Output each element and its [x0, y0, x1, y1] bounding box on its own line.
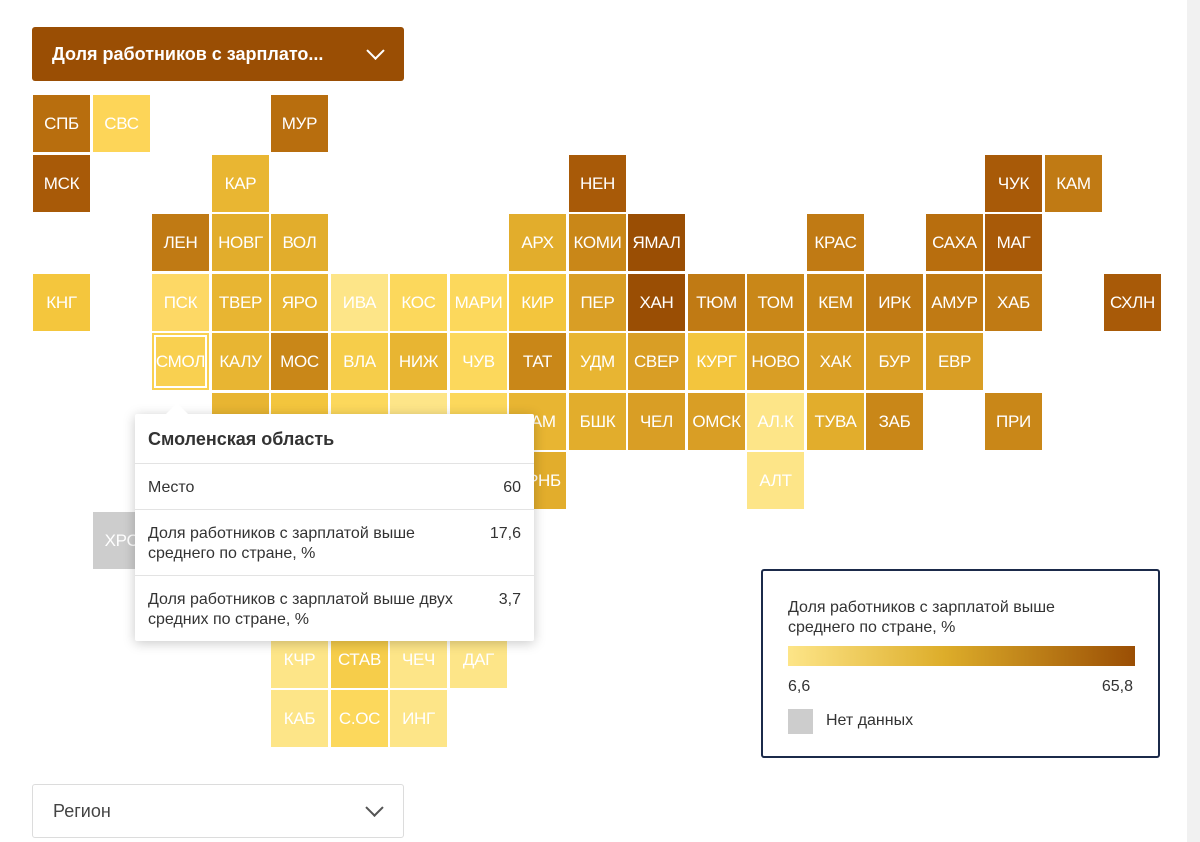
indicator-dropdown[interactable]: Доля работников с зарплато...: [32, 27, 404, 81]
chevron-down-icon: [365, 798, 384, 817]
region-tile[interactable]: ТЮМ: [688, 274, 745, 331]
region-tile[interactable]: КУРГ: [688, 333, 745, 390]
region-tile[interactable]: АЛТ: [747, 452, 804, 509]
legend-min: 6,6: [788, 678, 811, 695]
region-tile[interactable]: СМОЛ: [152, 333, 209, 390]
region-tile[interactable]: ХАБ: [985, 274, 1042, 331]
region-tile[interactable]: БУР: [866, 333, 923, 390]
region-tile[interactable]: АЛ.К: [747, 393, 804, 450]
region-tile[interactable]: КОС: [390, 274, 447, 331]
legend: Доля работников с зарплатой выше среднег…: [761, 569, 1160, 758]
region-tile[interactable]: КОМИ: [569, 214, 626, 271]
region-tile[interactable]: ОМСК: [688, 393, 745, 450]
region-tile[interactable]: ВЛА: [331, 333, 388, 390]
region-tile[interactable]: НЕН: [569, 155, 626, 212]
region-tile[interactable]: МУР: [271, 95, 328, 152]
region-tile[interactable]: ПСК: [152, 274, 209, 331]
tooltip-row-label: Доля работников с зарплатой выше среднег…: [148, 525, 415, 562]
tooltip-title: Смоленская область: [148, 429, 335, 449]
region-tooltip: Смоленская область Место 60 Доля работни…: [135, 403, 534, 642]
tooltip-row-above-two-avg: Доля работников с зарплатой выше двух ср…: [135, 575, 534, 642]
region-tile[interactable]: ЧУК: [985, 155, 1042, 212]
region-dropdown-label: Регион: [53, 801, 111, 821]
legend-title: Доля работников с зарплатой выше среднег…: [788, 599, 1055, 636]
region-tile[interactable]: ИРК: [866, 274, 923, 331]
region-tile[interactable]: ИНГ: [390, 690, 447, 747]
region-tile[interactable]: СХЛН: [1104, 274, 1161, 331]
tooltip-row-rank: Место 60: [135, 463, 534, 510]
region-tile[interactable]: МАГ: [985, 214, 1042, 271]
region-tile[interactable]: ТОМ: [747, 274, 804, 331]
region-tile[interactable]: СВС: [93, 95, 150, 152]
region-tile[interactable]: КАР: [212, 155, 269, 212]
region-tile[interactable]: ХАН: [628, 274, 685, 331]
region-tile[interactable]: КАБ: [271, 690, 328, 747]
region-tile[interactable]: СПБ: [33, 95, 90, 152]
tooltip-row-value: 3,7: [498, 591, 521, 608]
region-tile[interactable]: МАРИ: [450, 274, 507, 331]
region-tile[interactable]: ТУВА: [807, 393, 864, 450]
region-tile[interactable]: КИР: [509, 274, 566, 331]
region-tile[interactable]: БШК: [569, 393, 626, 450]
region-tile[interactable]: КРАС: [807, 214, 864, 271]
region-tile[interactable]: НОВГ: [212, 214, 269, 271]
region-tile[interactable]: САХА: [926, 214, 983, 271]
region-tile[interactable]: ИВА: [331, 274, 388, 331]
region-tile[interactable]: СВЕР: [628, 333, 685, 390]
legend-gradient: [788, 646, 1135, 666]
region-tile[interactable]: ХАК: [807, 333, 864, 390]
indicator-dropdown-label: Доля работников с зарплато...: [52, 44, 324, 64]
no-data-swatch: [788, 709, 813, 734]
region-tile[interactable]: ЯРО: [271, 274, 328, 331]
region-tile[interactable]: МСК: [33, 155, 90, 212]
region-tile[interactable]: ТАТ: [509, 333, 566, 390]
tooltip-row-value: 60: [503, 479, 521, 496]
region-tile[interactable]: ЗАБ: [866, 393, 923, 450]
region-tile[interactable]: ПЕР: [569, 274, 626, 331]
region-tile[interactable]: КАЛУ: [212, 333, 269, 390]
region-tile[interactable]: ВОЛ: [271, 214, 328, 271]
legend-max: 65,8: [1101, 678, 1133, 695]
region-tile[interactable]: ЕВР: [926, 333, 983, 390]
region-tile[interactable]: КЕМ: [807, 274, 864, 331]
region-tile[interactable]: ТВЕР: [212, 274, 269, 331]
region-tile[interactable]: ПРИ: [985, 393, 1042, 450]
tooltip-row-value: 17,6: [489, 525, 521, 542]
no-data-label: Нет данных: [826, 712, 914, 729]
region-dropdown[interactable]: Регион: [32, 784, 404, 838]
tooltip-row-above-avg: Доля работников с зарплатой выше среднег…: [135, 509, 534, 576]
region-tile[interactable]: МОС: [271, 333, 328, 390]
region-tile[interactable]: НИЖ: [390, 333, 447, 390]
region-tile[interactable]: УДМ: [569, 333, 626, 390]
tooltip-arrow: [165, 403, 189, 415]
scrollbar[interactable]: [1187, 0, 1200, 842]
region-tile[interactable]: С.ОС: [331, 690, 388, 747]
region-tile[interactable]: ЯМАЛ: [628, 214, 685, 271]
region-tile[interactable]: ЧЕЛ: [628, 393, 685, 450]
tooltip-row-label: Место: [148, 479, 195, 496]
tooltip-row-label: Доля работников с зарплатой выше двух ср…: [148, 591, 453, 628]
region-tile[interactable]: КНГ: [33, 274, 90, 331]
region-tile[interactable]: ЧУВ: [450, 333, 507, 390]
chevron-down-icon: [366, 41, 385, 60]
region-tile[interactable]: АМУР: [926, 274, 983, 331]
region-tile[interactable]: КАМ: [1045, 155, 1102, 212]
region-tile[interactable]: НОВО: [747, 333, 804, 390]
region-tile[interactable]: ЛЕН: [152, 214, 209, 271]
region-tile[interactable]: АРХ: [509, 214, 566, 271]
